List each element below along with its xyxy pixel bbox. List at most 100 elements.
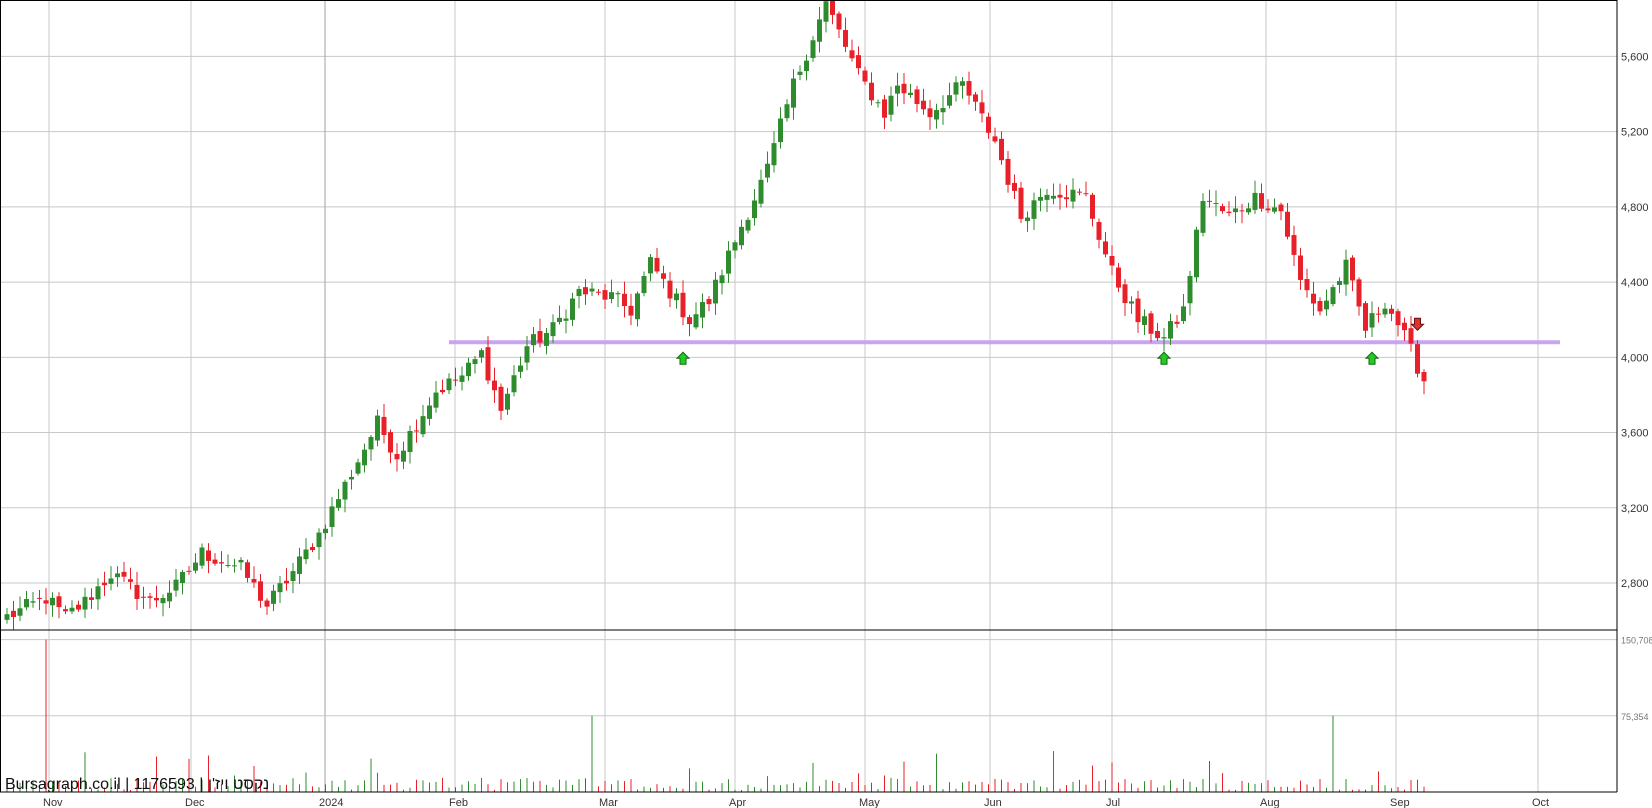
candle <box>648 254 653 282</box>
candle-body <box>193 562 198 571</box>
candle <box>1174 314 1180 328</box>
candle <box>232 558 237 573</box>
candle-body <box>102 582 107 586</box>
candle-body <box>732 242 738 251</box>
candle-body <box>388 432 393 453</box>
x-tick-label: Oct <box>1532 797 1549 808</box>
candle-body <box>1018 187 1024 219</box>
candle <box>563 309 569 334</box>
candle-body <box>141 596 146 598</box>
candle <box>11 600 16 631</box>
candle-body <box>128 579 133 582</box>
candle-body <box>147 596 153 598</box>
candle-body <box>1330 287 1336 305</box>
candle-body <box>407 430 413 453</box>
candle <box>791 69 796 120</box>
candle-body <box>641 276 647 294</box>
candle <box>69 600 75 615</box>
candle-body <box>531 334 536 346</box>
candle <box>1363 300 1368 339</box>
volume-tick-label: 150,708 <box>1621 636 1652 646</box>
candle-body <box>466 362 471 377</box>
candle <box>258 573 263 608</box>
candle <box>908 84 913 98</box>
x-tick-label: Nov <box>43 797 63 808</box>
y-tick-label: 2,800 <box>1621 578 1649 590</box>
candle-body <box>232 565 237 567</box>
candle <box>180 569 185 595</box>
candle <box>225 554 231 568</box>
candles <box>4 0 1427 631</box>
candle-body <box>1304 279 1310 291</box>
candle <box>238 557 244 571</box>
candle <box>758 169 764 208</box>
candle-body <box>76 604 81 610</box>
candle <box>713 272 718 315</box>
candle <box>102 571 107 597</box>
candle <box>1031 192 1037 231</box>
candle-body <box>752 200 757 219</box>
candle <box>407 425 413 464</box>
candle <box>433 380 439 413</box>
candle-body <box>843 30 848 47</box>
candle <box>576 285 582 309</box>
candle <box>1077 188 1082 196</box>
candle <box>173 569 179 597</box>
candle-body <box>238 559 244 563</box>
candle-body <box>1044 194 1050 200</box>
candle-body <box>973 94 978 102</box>
candle-body <box>927 108 933 118</box>
candle-body <box>856 55 861 69</box>
candle-body <box>797 71 803 75</box>
candle-body <box>1122 284 1128 304</box>
candle <box>797 65 803 81</box>
candle <box>1421 369 1427 395</box>
candle <box>63 605 68 615</box>
candle-body <box>459 375 465 382</box>
candle <box>1083 181 1089 197</box>
candle <box>472 355 478 374</box>
candle <box>1317 297 1323 316</box>
candle <box>115 566 120 587</box>
candle-body <box>914 89 920 104</box>
candle-body <box>24 599 29 608</box>
candle-body <box>960 81 965 86</box>
candle <box>446 373 452 394</box>
candle <box>206 543 211 574</box>
candle <box>1285 203 1290 240</box>
candle <box>1272 198 1277 214</box>
candle <box>726 241 731 283</box>
candle-body <box>50 597 55 606</box>
candle-body <box>908 92 913 96</box>
candle <box>693 302 699 330</box>
candle <box>349 469 354 490</box>
candle-body <box>810 40 816 58</box>
candle-body <box>1038 196 1043 201</box>
candle <box>160 594 166 617</box>
candle <box>674 288 679 309</box>
candle-body <box>1051 195 1056 199</box>
candle-body <box>1233 208 1238 213</box>
candle <box>830 0 835 25</box>
candle <box>414 419 419 443</box>
candle-body <box>1057 194 1063 198</box>
candle-body <box>1005 158 1011 185</box>
candle-body <box>199 547 205 566</box>
volume-bars <box>6 639 1425 792</box>
candle <box>1051 183 1056 205</box>
candle <box>388 429 393 464</box>
candle-body <box>1194 229 1199 278</box>
candle <box>583 279 588 305</box>
candle-body <box>1317 301 1323 312</box>
candle <box>1239 203 1245 224</box>
candle-body <box>1090 194 1095 219</box>
candle <box>1044 188 1050 212</box>
candle <box>199 543 205 569</box>
candle <box>882 94 887 130</box>
candle <box>1220 203 1225 214</box>
candle-body <box>173 579 179 591</box>
grid <box>0 0 1617 792</box>
candle-body <box>635 293 640 320</box>
candle-body <box>823 1 829 22</box>
